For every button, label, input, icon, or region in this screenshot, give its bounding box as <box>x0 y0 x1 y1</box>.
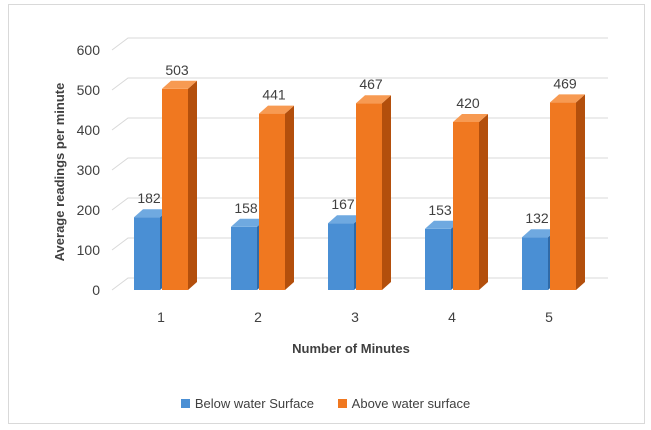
bar-side <box>576 94 585 291</box>
x-tick-label: 4 <box>448 309 456 325</box>
gridline <box>111 197 608 211</box>
x-tick-label: 2 <box>254 309 262 325</box>
bar-top <box>356 95 391 104</box>
legend-swatch-below <box>180 399 190 408</box>
gridline <box>111 157 608 171</box>
data-label: 158 <box>234 200 258 216</box>
bars <box>134 80 585 291</box>
bar-top <box>550 94 585 103</box>
bar-top <box>231 218 266 227</box>
x-axis-ticks: 1 2 3 4 5 <box>157 309 553 325</box>
bar <box>453 114 488 290</box>
data-label: 167 <box>331 196 355 212</box>
bar-top <box>522 229 557 238</box>
data-label: 467 <box>359 76 383 92</box>
gridline <box>111 37 608 51</box>
chart-frame <box>8 4 645 424</box>
y-tick-label: 300 <box>77 162 101 178</box>
legend-item-below: Below water Surface <box>180 396 315 411</box>
bar-top <box>453 114 488 122</box>
y-axis-title: Average readings per minute <box>52 83 67 262</box>
x-tick-label: 1 <box>157 309 165 325</box>
bar-side <box>382 95 391 290</box>
bar-top <box>328 215 363 224</box>
bar-front <box>522 237 548 290</box>
bar <box>550 94 585 291</box>
data-label: 469 <box>553 75 577 91</box>
bar-front <box>231 226 257 290</box>
y-axis-ticks: 0 100 200 300 400 500 600 <box>77 42 101 298</box>
data-labels: 182 503 158 441 167 467 153 420 132 469 <box>137 62 577 226</box>
bar-front <box>162 88 188 290</box>
y-tick-label: 600 <box>77 42 101 58</box>
data-label: 420 <box>456 95 480 111</box>
bar <box>162 80 197 290</box>
legend-label-above: Above water surface <box>351 396 471 411</box>
y-tick-label: 200 <box>77 202 101 218</box>
data-label: 132 <box>525 210 549 226</box>
bar-top <box>259 105 294 114</box>
legend-item-above: Above water surface <box>337 396 471 411</box>
bar-front <box>550 102 576 291</box>
bar-front <box>356 103 382 290</box>
bar-side <box>479 114 488 290</box>
bar-top <box>425 220 460 229</box>
bar <box>356 95 391 290</box>
bar-top <box>162 80 197 89</box>
y-tick-label: 100 <box>77 242 101 258</box>
bar-front <box>425 228 451 290</box>
y-tick-label: 500 <box>77 82 101 98</box>
y-tick-label: 400 <box>77 122 101 138</box>
bar-front <box>453 122 479 290</box>
bar-front <box>134 217 160 290</box>
data-label: 503 <box>165 62 189 78</box>
data-label: 153 <box>428 202 452 218</box>
x-tick-label: 5 <box>545 309 553 325</box>
bar-side <box>285 105 294 290</box>
x-axis-title: Number of Minutes <box>292 341 410 356</box>
gridline <box>111 77 608 91</box>
data-label: 441 <box>262 87 286 103</box>
bar-side <box>188 80 197 290</box>
bar-front <box>259 113 285 290</box>
legend-swatch-above <box>337 399 347 408</box>
y-tick-label: 0 <box>92 282 100 298</box>
bar-front <box>328 223 354 290</box>
x-tick-label: 3 <box>351 309 359 325</box>
gridline <box>111 117 608 131</box>
legend-label-below: Below water Surface <box>194 396 315 411</box>
bar-top <box>134 209 169 218</box>
data-label: 182 <box>137 190 161 206</box>
legend: Below water Surface Above water surface <box>0 396 651 411</box>
bar <box>259 105 294 290</box>
